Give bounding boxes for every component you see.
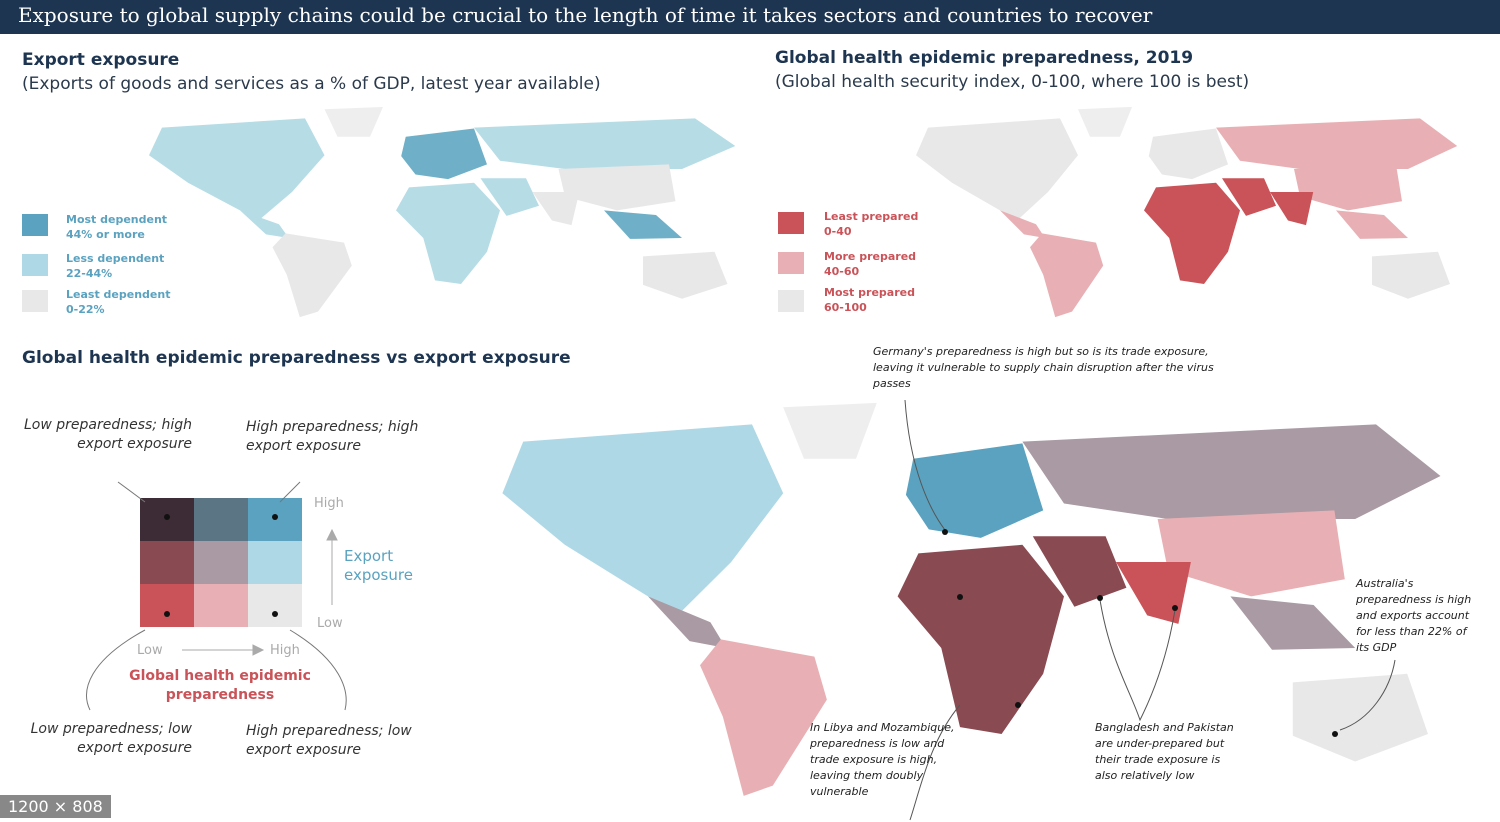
y-axis-title: Export exposure	[344, 547, 413, 584]
annotation: In Libya and Mozambique, preparedness is…	[810, 721, 955, 798]
legend-range: 60-100	[824, 301, 867, 314]
quadrant-label: Low preparedness; low export exposure	[30, 721, 192, 756]
legend-swatch	[778, 252, 804, 274]
export-map	[149, 106, 736, 318]
legend-range: 40-60	[824, 265, 860, 278]
section-title: Global health epidemic preparedness vs e…	[22, 348, 571, 368]
legend-item: Least prepared 0-40	[824, 209, 918, 239]
map-subtitle: (Exports of goods and services as a % of…	[22, 74, 601, 94]
map-title: Export exposure	[22, 50, 180, 70]
annotation: Germany's preparedness is high but so is…	[873, 345, 1214, 390]
quadrant-label: High preparedness; high export exposure	[246, 419, 419, 454]
legend-label: Most prepared	[824, 286, 915, 299]
header-title: Exposure to global supply chains could b…	[0, 0, 1500, 34]
legend-swatch	[22, 214, 48, 236]
combined-map	[502, 399, 1441, 821]
legend-label: Least prepared	[824, 210, 919, 223]
legend-range: 0-40	[824, 225, 852, 238]
legend-swatch	[778, 290, 804, 312]
y-axis-high: High	[314, 496, 344, 511]
legend-label: Most dependent	[66, 213, 168, 226]
x-axis-title: Global health epidemic preparedness	[129, 668, 311, 703]
legend-item: Most dependent 44% or more	[66, 212, 167, 242]
legend-item: Least dependent 0-22%	[66, 287, 170, 317]
preparedness-map	[916, 106, 1458, 318]
map-subtitle: (Global health security index, 0-100, wh…	[775, 72, 1250, 92]
legend-swatch	[778, 212, 804, 234]
size-badge: 1200 × 808	[0, 795, 111, 818]
legend-item: Most prepared 60-100	[824, 285, 915, 315]
map-title: Global health epidemic preparedness, 201…	[775, 48, 1194, 68]
y-axis-low: Low	[317, 616, 343, 631]
legend-swatch	[22, 290, 48, 312]
legend-label: More prepared	[824, 250, 917, 263]
annotation: Bangladesh and Pakistan are under-prepar…	[1095, 721, 1234, 782]
legend-range: 0-22%	[66, 303, 105, 316]
legend-swatch	[22, 254, 48, 276]
x-axis-high: High	[270, 643, 300, 658]
quadrant-label: Low preparedness; high export exposure	[23, 417, 192, 452]
legend-range: 22-44%	[66, 267, 113, 280]
legend-item: Less dependent 22-44%	[66, 251, 164, 281]
quadrant-label: High preparedness; low export exposure	[246, 723, 412, 758]
matrix-legend	[86, 481, 347, 711]
legend-item: More prepared 40-60	[824, 249, 916, 279]
annotation: Australia's preparedness is high and exp…	[1356, 577, 1472, 654]
x-axis-low: Low	[137, 643, 163, 658]
legend-label: Least dependent	[66, 288, 171, 301]
legend-label: Less dependent	[66, 252, 165, 265]
legend-range: 44% or more	[66, 228, 145, 241]
